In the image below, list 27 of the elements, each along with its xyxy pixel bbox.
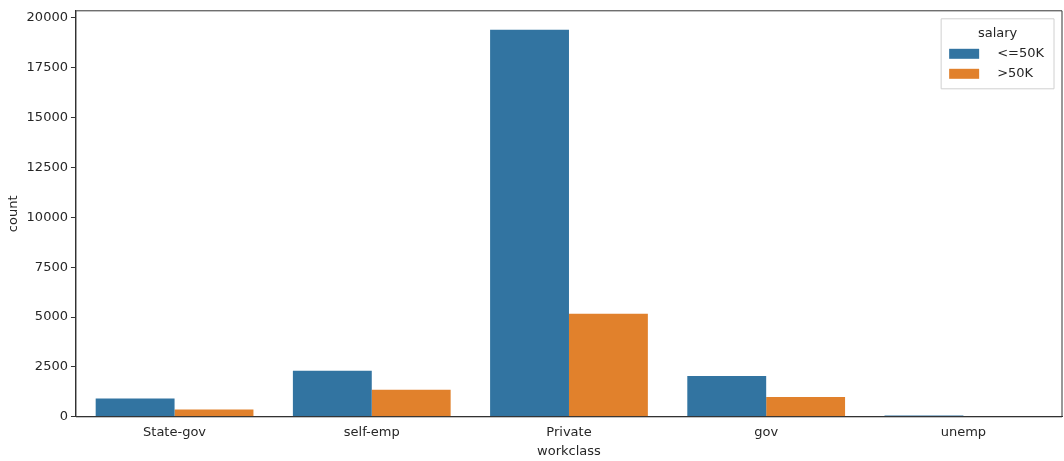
bar — [766, 397, 846, 417]
bar — [371, 389, 451, 417]
y-tick-label: 2500 — [34, 358, 68, 374]
bar — [687, 376, 767, 417]
x-tick-label: gov — [754, 423, 779, 439]
y-tick-label: 20000 — [26, 9, 68, 25]
legend-title: salary — [977, 25, 1018, 41]
bar — [568, 313, 648, 417]
y-tick-label: 7500 — [34, 258, 68, 274]
legend-label: >50K — [997, 65, 1034, 81]
y-tick-label: 0 — [59, 408, 68, 424]
y-tick-label: 17500 — [26, 59, 68, 75]
y-tick-label: 12500 — [26, 158, 68, 174]
bar — [490, 29, 569, 417]
y-tick-label: 5000 — [34, 308, 68, 324]
y-axis-title: count — [5, 195, 21, 233]
bar — [292, 370, 372, 417]
bar — [95, 398, 175, 417]
y-tick-label: 10000 — [26, 208, 68, 224]
legend-label: <=50K — [997, 45, 1045, 61]
x-tick-label: self-emp — [343, 423, 400, 439]
x-tick-label: Private — [546, 423, 592, 439]
y-tick-label: 15000 — [26, 108, 68, 124]
x-axis-title: workclass — [537, 442, 602, 458]
x-tick-label: State-gov — [143, 423, 207, 439]
x-tick-label: unemp — [940, 423, 987, 439]
bar — [174, 409, 254, 417]
